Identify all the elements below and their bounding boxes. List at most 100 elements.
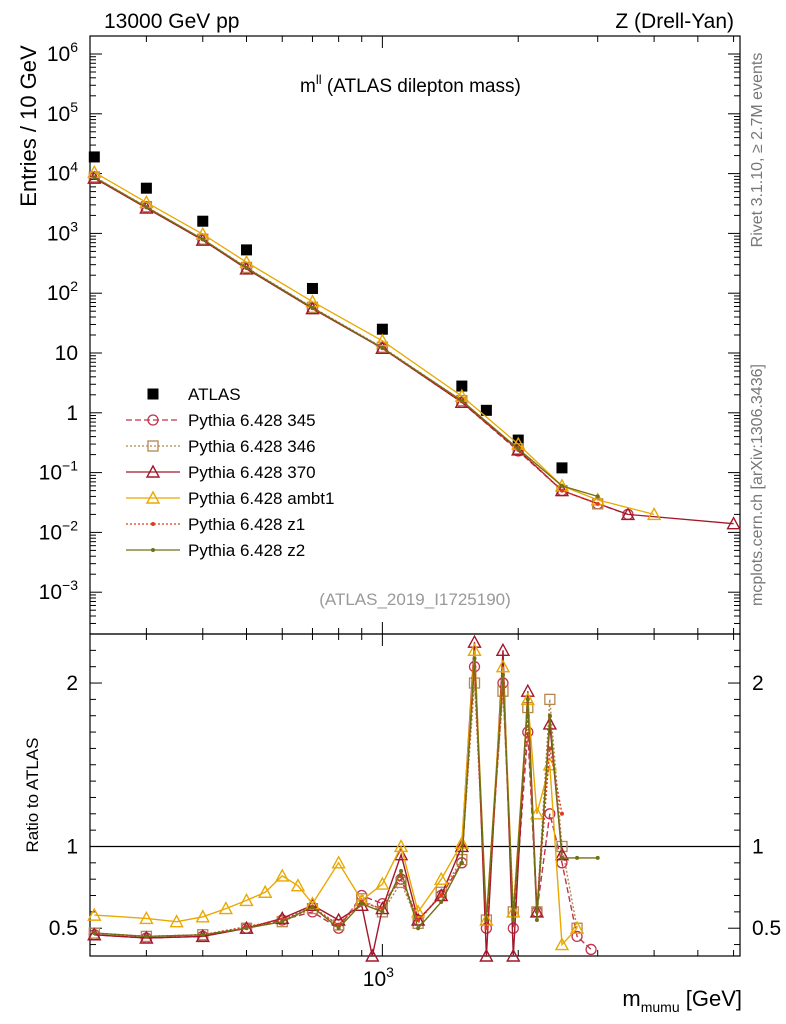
main-point (646, 506, 662, 521)
main-point (197, 215, 209, 227)
rivet-version-label: Rivet 3.1.10, ≥ 2.7M events (749, 53, 766, 248)
main-series-1 (88, 172, 634, 521)
ratio-point (525, 697, 530, 702)
ratio-point (454, 835, 470, 849)
ratio-point (239, 892, 254, 907)
main-y-tick-label: 10−1 (39, 458, 79, 485)
ratio-point (305, 897, 320, 912)
ratio-plot-frame (89, 633, 741, 957)
main-y-tick-label: 106 (47, 39, 78, 66)
ratio-point (359, 901, 364, 906)
ratio-point (399, 869, 404, 874)
ratio-point (434, 871, 449, 885)
ratio-point (139, 910, 154, 925)
main-point (516, 446, 521, 451)
main-series-line (93, 171, 655, 516)
main-series-line (93, 177, 629, 516)
ratio-y-tick-label-right: 0.5 (752, 917, 781, 940)
main-point (556, 462, 568, 474)
main-y-tick-label: 10−3 (39, 577, 79, 604)
ratio-series-line (94, 642, 563, 957)
ratio-point (218, 901, 234, 915)
main-point (480, 404, 492, 416)
ratio-point (336, 922, 341, 927)
ratio-point (472, 656, 477, 661)
main-point (375, 333, 390, 347)
main-point (380, 345, 385, 350)
main-series-line (93, 176, 598, 498)
ratio-point (495, 642, 511, 657)
ratio-y-ticks: 0.5 0.5 1 1 2 2 (49, 649, 781, 946)
ratio-series-2 (87, 634, 570, 962)
main-series-3 (87, 170, 741, 530)
ratio-point (439, 893, 444, 898)
ratio-point (416, 918, 421, 923)
ratio-point (195, 909, 210, 923)
main-y-tick-label: 10 (55, 342, 78, 365)
ratio-point (331, 855, 346, 869)
legend-marker (145, 490, 161, 504)
ratio-point (336, 926, 341, 931)
ratio-point (393, 839, 409, 853)
ratio-point (365, 948, 380, 962)
main-point (306, 282, 318, 294)
ratio-point (139, 930, 154, 944)
ratio-point (410, 904, 426, 918)
ratio-point (529, 806, 545, 820)
x-axis-label: mmumu [GeV] (622, 986, 742, 1015)
ratio-point (144, 934, 149, 939)
main-point (376, 323, 388, 335)
ratio-point (571, 930, 583, 943)
ratio-series-4 (92, 664, 564, 939)
main-point (239, 261, 254, 275)
ratio-point (520, 683, 535, 697)
ratio-point (511, 918, 516, 923)
ratio-point (416, 926, 421, 931)
legend: ATLAS Pythia 6.428 345 Pythia 6.428 346 Pyt… (126, 385, 334, 560)
main-y-axis-label: Entries / 10 GeV (16, 45, 41, 207)
ratio-point (467, 634, 482, 648)
main-y-tick-label: 1 (66, 402, 78, 425)
x-ticks: 103 (145, 36, 735, 991)
ratio-point (375, 876, 390, 890)
main-point (92, 175, 97, 180)
ratio-point (87, 927, 102, 941)
ratio-point (544, 693, 556, 706)
main-point (459, 398, 464, 403)
ratio-point (554, 937, 570, 951)
main-point (88, 151, 100, 163)
main-point (554, 483, 570, 497)
ratio-point (275, 868, 290, 882)
ratio-point (258, 884, 273, 898)
main-point (595, 494, 600, 499)
ratio-point (547, 746, 552, 751)
ratio-series-line (94, 666, 563, 938)
main-y-tick-label: 102 (47, 278, 78, 305)
main-y-tick-label: 104 (47, 159, 78, 186)
main-series-5 (92, 175, 600, 506)
ratio-series-line (94, 666, 592, 951)
legend-label: Pythia 6.428 370 (188, 463, 316, 482)
ratio-point (280, 919, 285, 924)
ratio-series-line (94, 650, 578, 947)
x-tick-label: 103 (363, 964, 394, 991)
ratio-point (459, 860, 464, 865)
main-point (244, 265, 249, 270)
ratio-point (195, 928, 210, 943)
ratio-point (542, 716, 558, 730)
main-series-layer (87, 151, 741, 530)
ratio-series-3 (87, 642, 585, 951)
legend-marker (151, 548, 155, 552)
main-series-6 (92, 175, 600, 499)
legend-label: Pythia 6.428 z2 (188, 541, 305, 560)
main-point (200, 237, 205, 242)
ratio-point (559, 811, 564, 816)
ratio-point (534, 918, 539, 923)
ratio-point (92, 931, 97, 936)
ratio-point (87, 907, 102, 921)
main-point (310, 305, 315, 310)
ratio-point (495, 659, 511, 673)
ratio-point (169, 914, 184, 928)
